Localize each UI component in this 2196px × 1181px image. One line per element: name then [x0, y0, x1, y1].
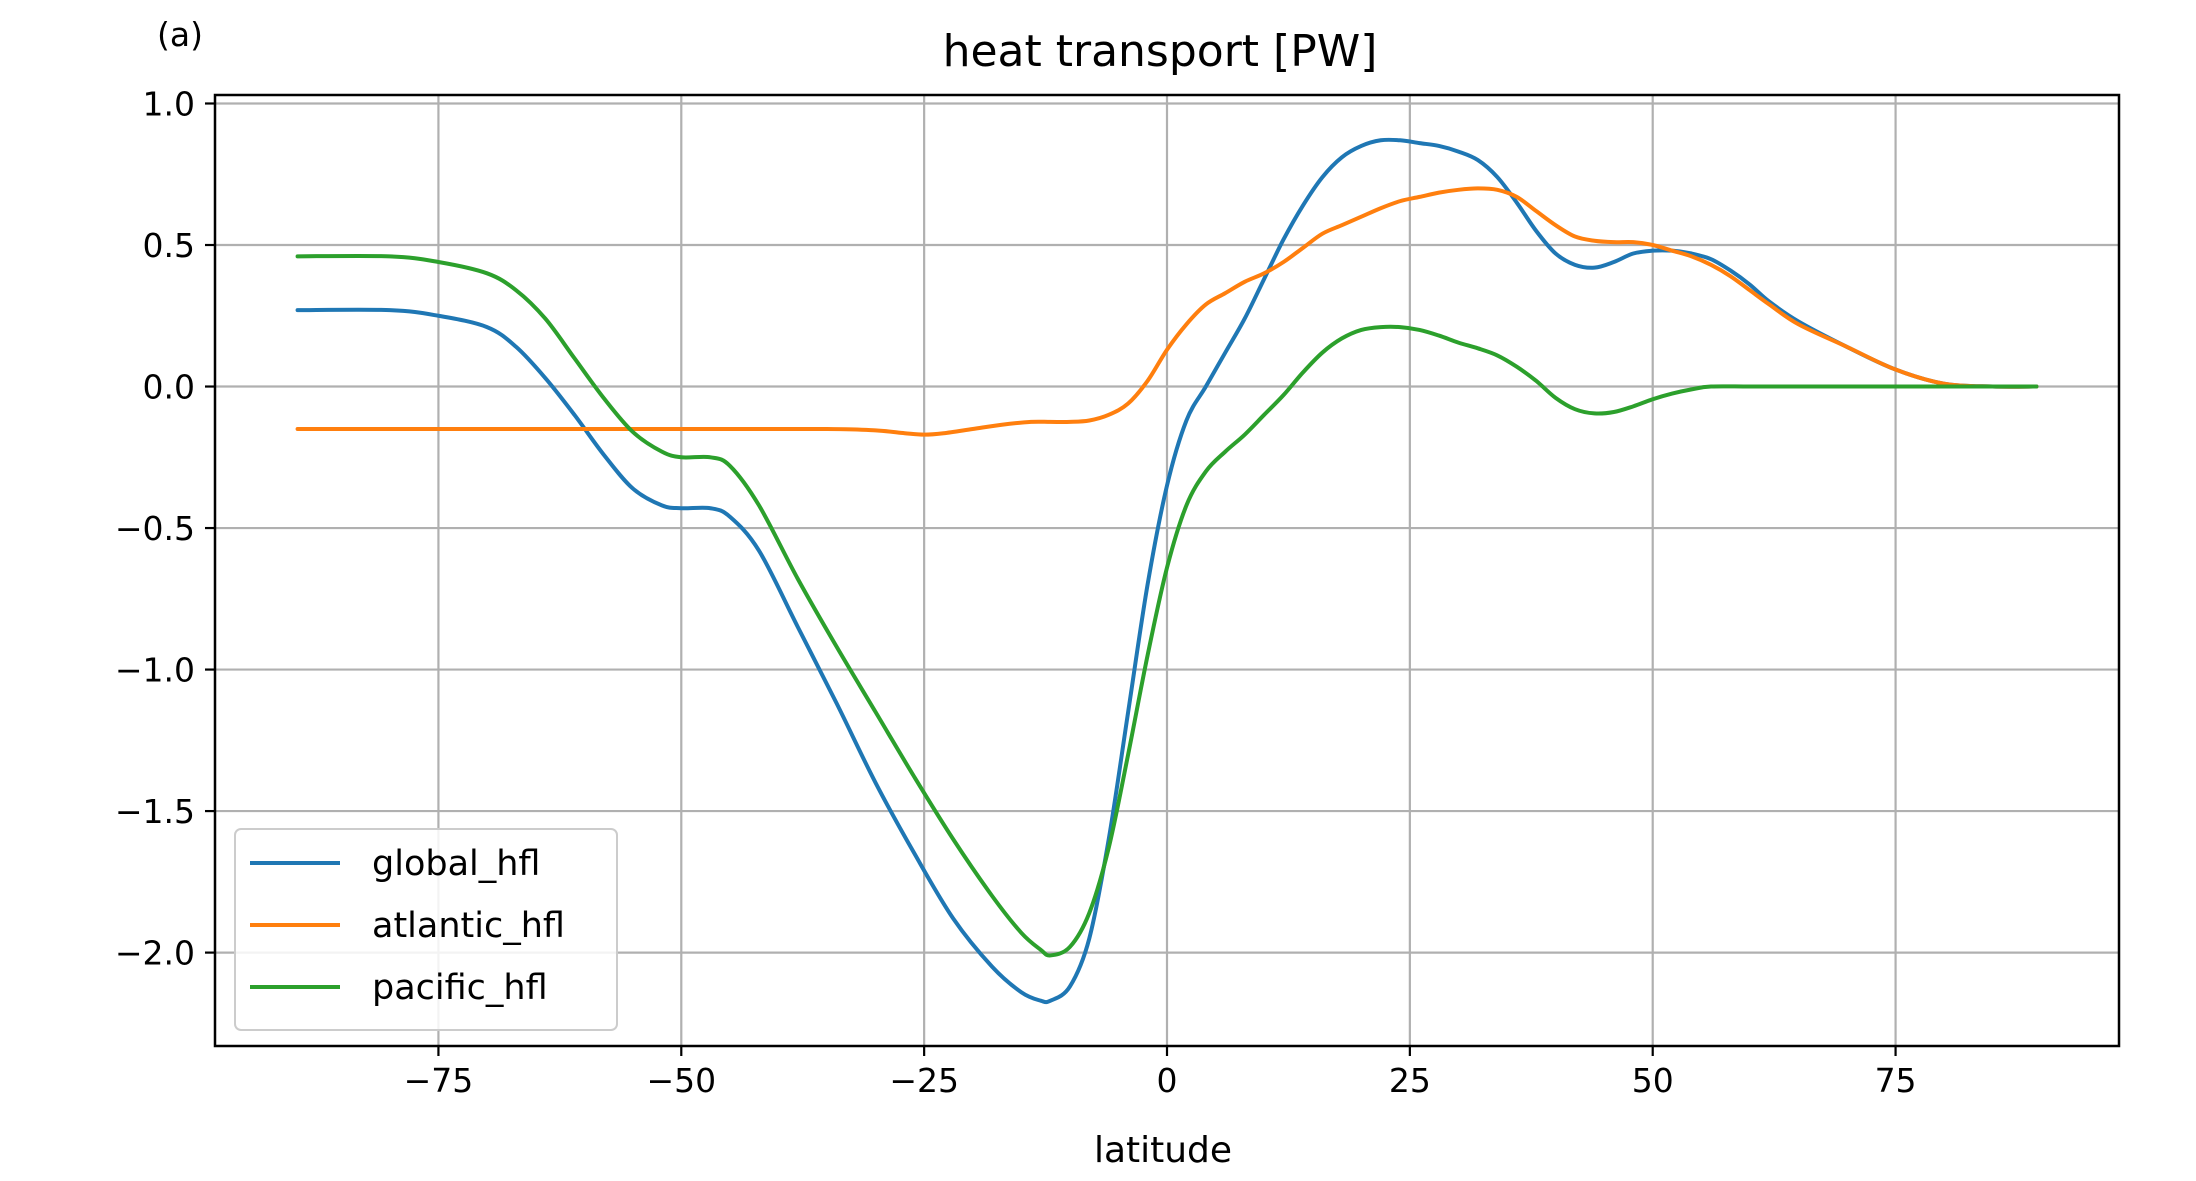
panel-label: (a): [157, 15, 203, 54]
y-tick-label: −2.0: [115, 934, 195, 973]
legend-label-pacific_hfl: pacific_hfl: [372, 968, 548, 1008]
x-tick-label: 50: [1632, 1061, 1674, 1100]
series-lines: [295, 137, 2039, 1005]
legend: global_hfl atlantic_hfl pacific_hfl: [234, 828, 618, 1031]
y-tick-label: −1.5: [115, 792, 195, 831]
x-tick-label: 25: [1389, 1061, 1431, 1100]
y-tick-label: 1.0: [143, 84, 195, 123]
y-tick-label: −0.5: [115, 509, 195, 548]
x-tick-label: 75: [1875, 1061, 1917, 1100]
x-axis-label: latitude: [1094, 1130, 1232, 1171]
y-tick-label: −1.0: [115, 651, 195, 690]
axis-ticks: −75 −50 −25 0 25 50 75 1.0 0.5 0.0 −0.5 −1.0 −1.5 −2.…: [115, 84, 1917, 1100]
y-tick-label: 0.0: [143, 368, 195, 407]
legend-box: [234, 828, 618, 1031]
chart-title: heat transport [PW]: [943, 26, 1378, 77]
legend-label-atlantic_hfl: atlantic_hfl: [372, 906, 565, 946]
series-line-pacific_hfl: [295, 253, 2039, 958]
series-line-atlantic_hfl: [295, 186, 2039, 437]
x-tick-label: −50: [646, 1061, 716, 1100]
x-tick-label: −25: [889, 1061, 959, 1100]
x-tick-label: −75: [404, 1061, 474, 1100]
legend-label-global_hfl: global_hfl: [372, 844, 540, 884]
y-tick-label: 0.5: [143, 226, 195, 265]
x-tick-label: 0: [1157, 1061, 1178, 1100]
